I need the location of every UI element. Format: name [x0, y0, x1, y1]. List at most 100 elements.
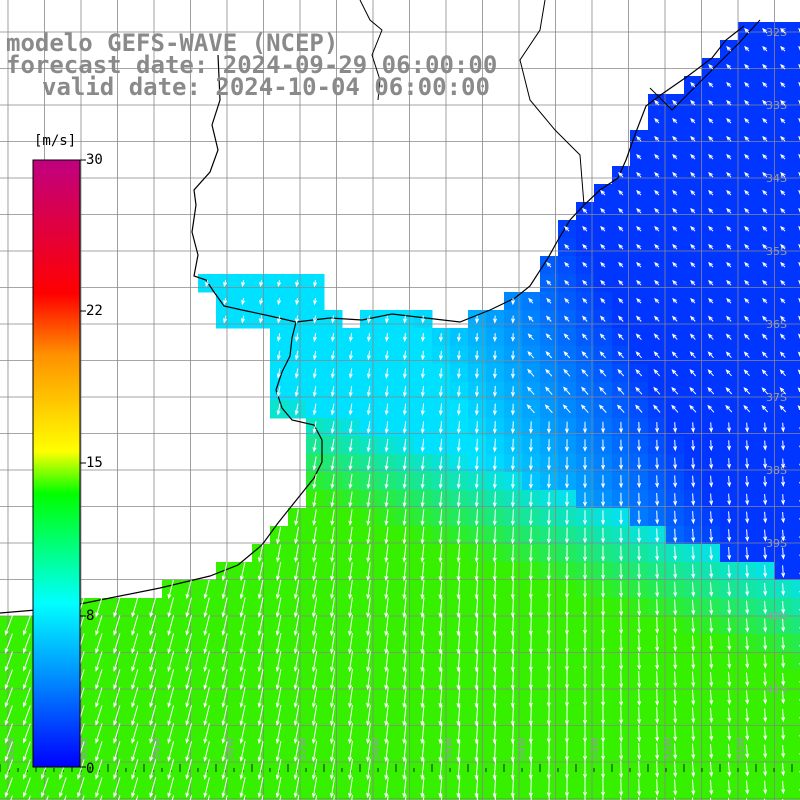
wind-arrow	[366, 544, 371, 563]
valid-date: valid date: 2024-10-04 06:00:00	[42, 73, 490, 101]
wind-arrow	[95, 741, 103, 762]
wind-arrow	[384, 687, 389, 709]
wind-arrow	[600, 189, 606, 196]
wind-arrow	[221, 651, 228, 672]
colorbar-unit: [m/s]	[34, 133, 77, 149]
wind-arrow	[402, 421, 407, 434]
wind-arrow	[100, 795, 103, 800]
wind-arrow	[474, 368, 479, 379]
wind-arrow	[762, 189, 768, 196]
wind-arrow	[458, 794, 461, 800]
wind-arrow	[474, 509, 479, 526]
wind-arrow	[239, 687, 246, 709]
wind-arrow	[366, 386, 371, 398]
wind-arrow	[582, 207, 588, 214]
wind-arrow	[221, 723, 228, 744]
wind-arrow	[527, 315, 534, 322]
wind-arrow	[366, 759, 371, 781]
wind-arrow	[636, 297, 642, 304]
wind-arrow	[203, 651, 210, 672]
wind-arrow	[635, 386, 643, 395]
wind-arrow	[311, 615, 318, 637]
wind-arrow	[671, 315, 678, 322]
wind-arrow	[601, 580, 606, 599]
wind-arrow	[510, 597, 515, 618]
wind-arrow	[709, 546, 714, 561]
wind-arrow	[745, 708, 750, 723]
wind-arrow	[763, 458, 768, 469]
wind-arrow	[726, 261, 732, 268]
wind-arrow	[654, 243, 660, 250]
wind-arrow	[420, 474, 425, 490]
wind-arrow	[618, 243, 624, 250]
wind-arrow	[619, 760, 624, 779]
wind-arrow	[293, 597, 300, 618]
wind-arrow	[384, 579, 389, 600]
wind-arrow	[149, 723, 157, 744]
wind-arrow	[637, 760, 642, 779]
wind-arrow	[239, 669, 246, 691]
wind-arrow	[691, 671, 696, 688]
wind-arrow	[654, 171, 660, 178]
wind-arrow	[313, 279, 318, 288]
wind-arrow	[601, 652, 606, 671]
wind-arrow	[223, 315, 227, 324]
wind-arrow	[239, 615, 246, 637]
wind-arrow	[620, 796, 622, 800]
wind-arrow	[456, 704, 461, 727]
wind-arrow	[637, 616, 642, 635]
wind-arrow	[456, 456, 461, 471]
wind-cell	[216, 796, 235, 800]
wind-arrow	[456, 740, 461, 763]
wind-arrow	[762, 279, 768, 286]
wind-arrow	[762, 27, 768, 34]
wind-arrow	[563, 333, 570, 341]
wind-arrow	[619, 742, 624, 761]
wind-arrow	[528, 741, 533, 762]
wind-arrow	[330, 723, 336, 745]
wind-arrow	[257, 562, 264, 581]
wind-arrow	[780, 279, 786, 286]
wind-arrow	[510, 368, 515, 379]
wind-arrow	[330, 403, 335, 416]
wind-arrow	[763, 672, 768, 687]
wind-arrow	[619, 528, 624, 544]
wind-arrow	[438, 722, 443, 745]
wind-arrow	[239, 562, 246, 581]
wind-arrow	[744, 63, 750, 70]
wind-arrow	[762, 261, 768, 268]
wind-arrow	[780, 153, 786, 160]
wind-arrow	[797, 369, 800, 375]
wind-cell	[792, 652, 800, 671]
wind-arrow	[257, 615, 264, 637]
wind-arrow	[527, 350, 535, 359]
wind-arrow	[528, 651, 533, 672]
wind-arrow	[727, 440, 732, 451]
wind-arrow	[780, 189, 786, 196]
wind-cell	[270, 796, 289, 800]
wind-arrow	[708, 243, 714, 250]
wind-arrow	[781, 726, 786, 741]
wind-arrow	[203, 723, 210, 744]
wind-arrow	[420, 723, 425, 745]
lon-label: 59W	[152, 737, 163, 760]
wind-arrow	[259, 315, 264, 324]
wind-arrow	[456, 403, 461, 416]
wind-arrow	[617, 333, 624, 341]
wind-arrow	[618, 207, 624, 214]
wind-arrow	[763, 690, 768, 705]
wind-arrow	[600, 225, 606, 232]
wind-arrow	[510, 562, 515, 582]
wind-arrow	[474, 686, 479, 709]
wind-arrow	[366, 562, 371, 582]
wind-arrow	[494, 794, 497, 800]
wind-arrow	[275, 651, 282, 673]
wind-arrow	[366, 456, 371, 471]
wind-arrow	[420, 741, 425, 763]
wind-arrow	[185, 633, 192, 654]
wind-arrow	[492, 491, 497, 508]
wind-arrow	[655, 707, 660, 725]
wind-arrow	[239, 597, 246, 618]
wind-arrow	[726, 63, 732, 70]
wind-arrow	[727, 762, 732, 778]
